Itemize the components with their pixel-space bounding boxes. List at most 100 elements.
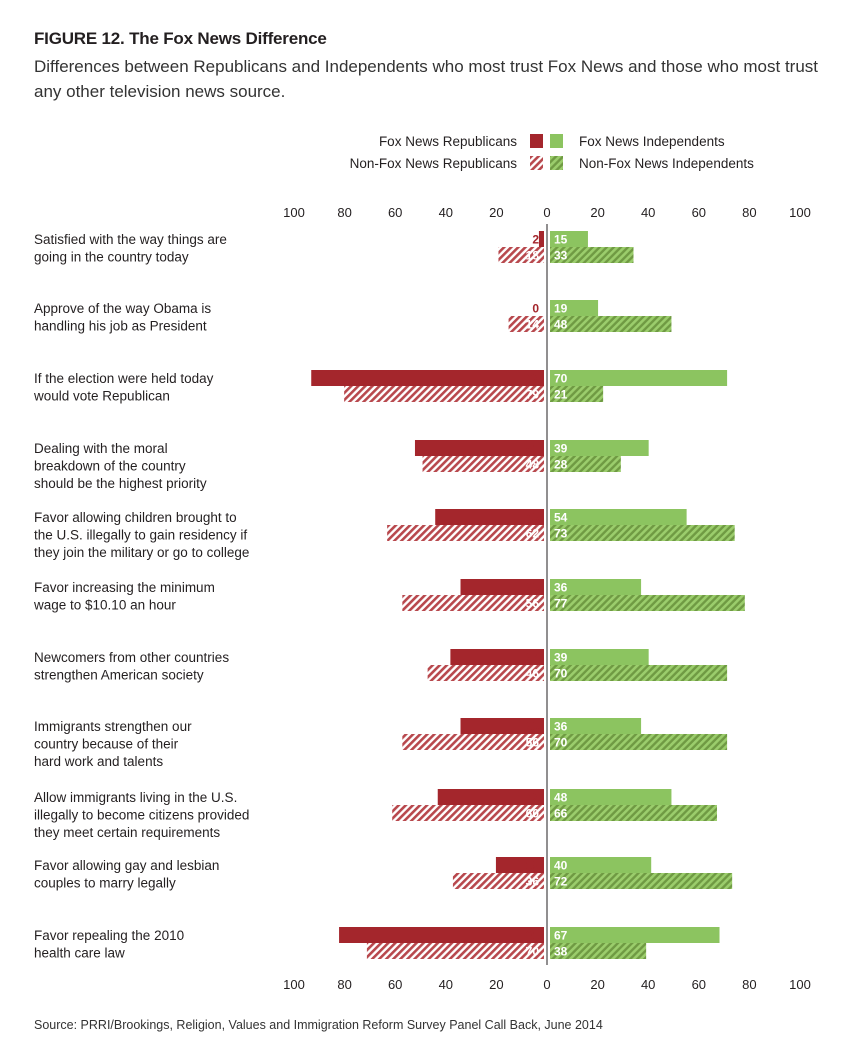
category-label: Favor allowing gay and lesbian [34, 858, 219, 873]
bar [435, 509, 544, 525]
tick-label: 40 [641, 205, 655, 220]
bar [422, 456, 544, 472]
chart-row: Allow immigrants living in the U.S. illeg… [34, 789, 717, 840]
bar [402, 734, 544, 750]
legend-swatch [530, 156, 543, 170]
tick-label: 20 [489, 977, 503, 992]
figure-title: FIGURE 12. The Fox News Difference [34, 29, 327, 48]
data-label: 72 [554, 875, 568, 889]
tick-label: 0 [543, 205, 550, 220]
bar [550, 509, 687, 525]
category-label: the U.S. illegally to gain residency if [34, 528, 247, 543]
data-label: 48 [554, 318, 568, 332]
category-label: Approve of the way Obama is [34, 301, 211, 316]
bar [550, 805, 717, 821]
data-label: 56 [526, 597, 540, 611]
data-label: 48 [554, 791, 568, 805]
data-label: 37 [526, 651, 540, 665]
bar [550, 943, 647, 959]
bar [550, 247, 634, 263]
bar [550, 386, 604, 402]
chart-row: Immigrants strengthen our country because… [34, 718, 728, 769]
category-label: Allow immigrants living in the U.S. [34, 790, 237, 805]
data-label: 92 [526, 372, 540, 386]
data-label: 42 [526, 791, 540, 805]
chart-row: Favor increasing the minimum wage to $10.… [33, 579, 745, 613]
tick-label: 20 [590, 205, 604, 220]
category-label: strengthen American society [34, 668, 204, 683]
tick-label: 60 [388, 205, 402, 220]
tick-label: 100 [283, 977, 305, 992]
bar [550, 873, 733, 889]
data-label: 51 [526, 442, 540, 456]
x-axis-bottom: 100 80 60 40 20 0 20 40 60 80 100 [283, 977, 811, 992]
bar [452, 873, 544, 889]
bar [427, 665, 544, 681]
category-label: would vote Republican [33, 389, 170, 404]
category-label: wage to $10.10 an hour [33, 598, 176, 613]
data-label: 40 [554, 859, 568, 873]
legend-swatch [550, 134, 563, 148]
data-label: 81 [526, 929, 540, 943]
x-axis-top: 100 80 60 40 20 0 20 40 60 80 100 [283, 205, 811, 220]
bar [414, 440, 544, 456]
legend-label: Fox News Independents [579, 134, 725, 149]
bar [550, 789, 672, 805]
chart-row: Favor allowing children brought to the U.… [34, 509, 735, 560]
data-label: 46 [526, 667, 540, 681]
bar [550, 734, 728, 750]
data-label: 43 [526, 511, 540, 525]
legend-swatch [530, 134, 543, 148]
data-label: 36 [554, 720, 568, 734]
bar [550, 649, 649, 665]
data-label: 38 [554, 945, 568, 959]
data-label: 70 [554, 372, 568, 386]
bar [550, 456, 621, 472]
bar [550, 857, 652, 873]
chart-row: Dealing with the moral breakdown of the c… [34, 440, 649, 491]
tick-label: 60 [692, 205, 706, 220]
category-label: going in the country today [34, 250, 189, 265]
bar [550, 525, 735, 541]
bar [387, 525, 544, 541]
tick-label: 40 [641, 977, 655, 992]
category-label: should be the highest priority [34, 476, 207, 491]
category-label: Favor increasing the minimum [34, 580, 215, 595]
data-label: 19 [554, 302, 568, 316]
bar [538, 231, 544, 247]
tick-label: 60 [692, 977, 706, 992]
chart-row: Approve of the way Obama is handling his … [34, 300, 672, 334]
bar [450, 649, 544, 665]
legend-label: Non-Fox News Independents [579, 156, 754, 171]
legend: Fox News Republicans Fox News Independent… [350, 134, 754, 171]
bar [495, 857, 544, 873]
category-label: hard work and talents [34, 754, 163, 769]
data-label: 33 [554, 249, 568, 263]
bar [550, 316, 672, 332]
data-label: 48 [526, 458, 540, 472]
category-label: they meet certain requirements [34, 825, 220, 840]
data-label: 33 [526, 581, 540, 595]
chart-rows: Satisfied with the way things are going i… [33, 231, 745, 961]
bar [550, 579, 642, 595]
data-label: 21 [554, 388, 568, 402]
category-label: handling his job as President [34, 319, 207, 334]
category-label: If the election were held today [34, 371, 214, 386]
bar [392, 805, 544, 821]
bar [460, 718, 544, 734]
tick-label: 100 [789, 977, 811, 992]
data-label: 56 [526, 736, 540, 750]
category-label: Immigrants strengthen our [34, 719, 192, 734]
source-note: Source: PRRI/Brookings, Religion, Values… [34, 1018, 603, 1032]
data-label: 0 [532, 302, 539, 316]
data-label: 54 [554, 511, 568, 525]
bar [550, 595, 745, 611]
data-label: 36 [526, 875, 540, 889]
bar [339, 927, 544, 943]
chart-row: If the election were held today would vot… [33, 370, 728, 404]
tick-label: 20 [590, 977, 604, 992]
tick-label: 0 [543, 977, 550, 992]
data-label: 70 [554, 667, 568, 681]
bar [550, 927, 720, 943]
tick-label: 80 [742, 205, 756, 220]
